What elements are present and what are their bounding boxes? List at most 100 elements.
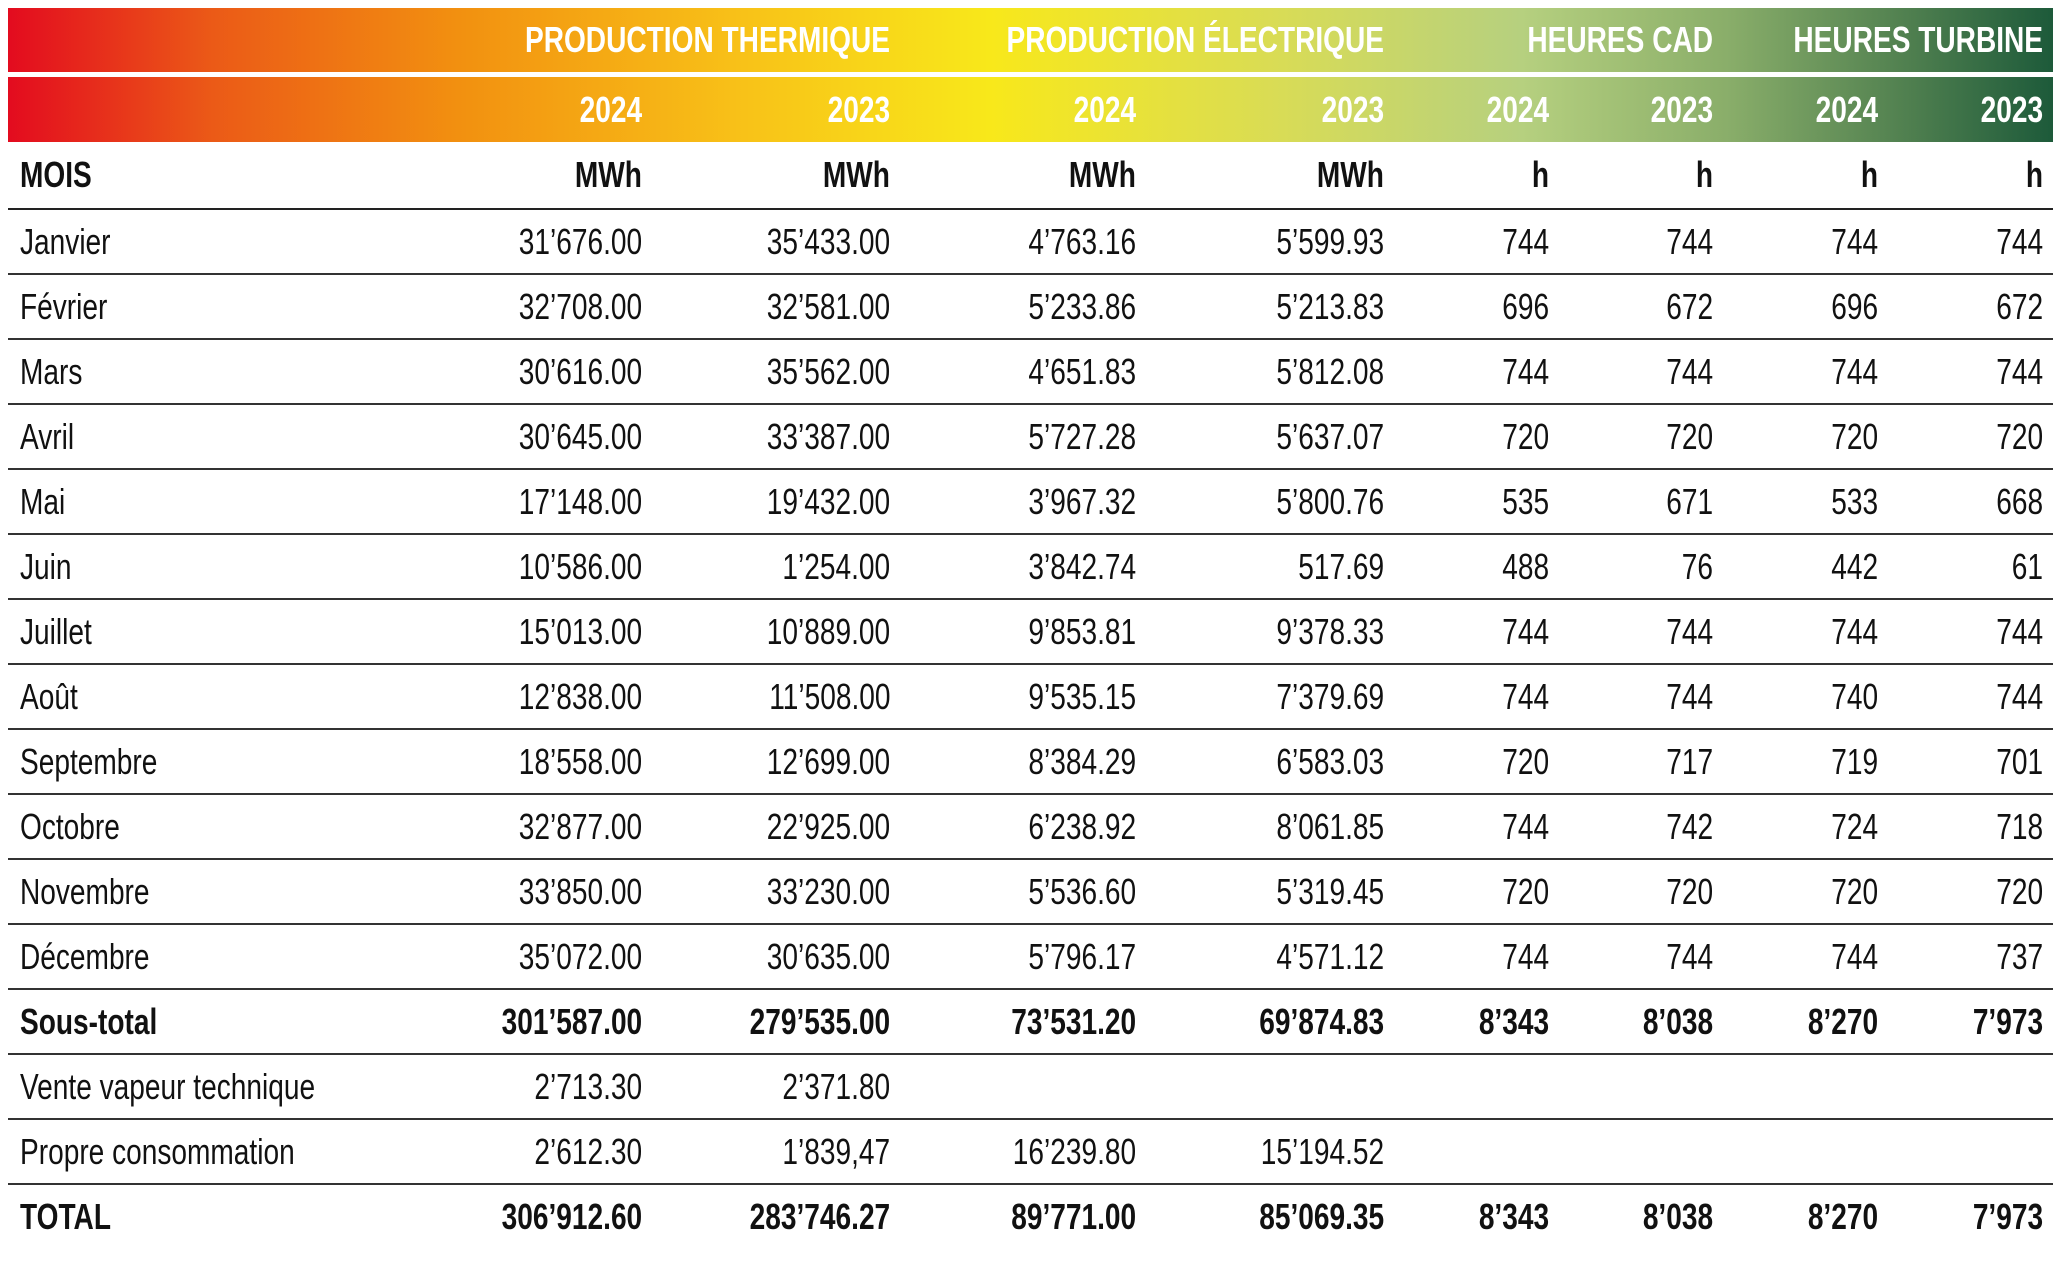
- value-cell: 720: [1878, 405, 2043, 468]
- cell-value: 8’270: [1807, 1000, 1878, 1042]
- unit-header-cell: h: [1713, 142, 1878, 208]
- cell-value: 744: [1996, 350, 2043, 392]
- value-cell: 19’432.00: [642, 470, 890, 533]
- year-header-cell: 2024: [890, 77, 1136, 142]
- value-cell: [1136, 1055, 1384, 1118]
- row-label: Vente vapeur technique: [20, 1065, 316, 1107]
- value-cell: 671: [1549, 470, 1713, 533]
- value-cell: 744: [1878, 340, 2043, 403]
- cell-value: 30’635.00: [766, 935, 890, 977]
- cell-value: 8’343: [1478, 1195, 1549, 1237]
- value-cell: 1’839,47: [642, 1120, 890, 1183]
- unit-label: h: [1531, 154, 1549, 195]
- cell-value: 740: [1831, 675, 1878, 717]
- cell-value: 720: [1996, 870, 2043, 912]
- group-header-label: PRODUCTION THERMIQUE: [524, 19, 890, 60]
- row-label: Octobre: [20, 805, 120, 847]
- cell-value: 3’967.32: [1028, 480, 1136, 522]
- value-cell: 33’387.00: [642, 405, 890, 468]
- year-header-cell: 2024: [1713, 77, 1878, 142]
- value-cell: 5’536.60: [890, 860, 1136, 923]
- value-cell: 35’072.00: [420, 925, 642, 988]
- value-cell: 744: [1549, 665, 1713, 728]
- value-cell: 724: [1713, 795, 1878, 858]
- cell-value: 744: [1996, 220, 2043, 262]
- cell-value: 15’194.52: [1260, 1130, 1384, 1172]
- unit-label: MWh: [574, 154, 642, 195]
- cell-value: 744: [1502, 610, 1549, 652]
- cell-value: 535: [1502, 480, 1549, 522]
- year-header-cell: 2024: [1384, 77, 1549, 142]
- value-cell: 720: [1713, 405, 1878, 468]
- value-cell: 306’912.60: [420, 1185, 642, 1248]
- value-cell: 3’967.32: [890, 470, 1136, 533]
- cell-value: 744: [1666, 935, 1713, 977]
- value-cell: 696: [1713, 275, 1878, 338]
- cell-value: 15’013.00: [518, 610, 642, 652]
- table-row: Février 32’708.00 32’581.00 5’233.86 5’213.8…: [8, 275, 2053, 340]
- cell-value: 35’072.00: [518, 935, 642, 977]
- cell-value: 5’536.60: [1028, 870, 1136, 912]
- value-cell: [1384, 1055, 1549, 1118]
- value-cell: 744: [1549, 600, 1713, 663]
- value-cell: 4’571.12: [1136, 925, 1384, 988]
- row-label: Novembre: [20, 870, 150, 912]
- cell-value: 720: [1502, 740, 1549, 782]
- cell-value: 30’645.00: [518, 415, 642, 457]
- cell-value: 11’508.00: [768, 675, 890, 717]
- cell-value: 301’587.00: [501, 1000, 642, 1042]
- value-cell: [1384, 1120, 1549, 1183]
- cell-value: 696: [1502, 285, 1549, 327]
- units-header-row: MOIS MWh MWh MWh MWh h h h h: [8, 142, 2053, 210]
- value-cell: 18’558.00: [420, 730, 642, 793]
- value-cell: 672: [1878, 275, 2043, 338]
- table-row: Novembre 33’850.00 33’230.00 5’536.60 5’319.…: [8, 860, 2053, 925]
- value-cell: 32’708.00: [420, 275, 642, 338]
- value-cell: 12’699.00: [642, 730, 890, 793]
- cell-value: 719: [1831, 740, 1878, 782]
- value-cell: 720: [1384, 860, 1549, 923]
- year-header-cell: 2023: [1549, 77, 1713, 142]
- cell-value: 76: [1681, 545, 1713, 587]
- value-cell: 737: [1878, 925, 2043, 988]
- unit-header-cell: h: [1878, 142, 2043, 208]
- cell-value: 744: [1666, 675, 1713, 717]
- year-label: 2023: [1321, 88, 1384, 130]
- cell-value: 744: [1502, 935, 1549, 977]
- cell-value: 442: [1831, 545, 1878, 587]
- cell-value: 5’796.17: [1028, 935, 1136, 977]
- value-cell: 720: [1549, 405, 1713, 468]
- value-cell: [1549, 1120, 1713, 1183]
- cell-value: 283’746.27: [749, 1195, 890, 1237]
- production-table: PRODUCTION THERMIQUE PRODUCTION ÉLECTRIQ…: [8, 8, 2053, 1248]
- value-cell: 720: [1384, 730, 1549, 793]
- value-cell: 8’343: [1384, 1185, 1549, 1248]
- value-cell: 720: [1384, 405, 1549, 468]
- cell-value: 5’800.76: [1276, 480, 1384, 522]
- row-label: Décembre: [20, 935, 150, 977]
- value-cell: 8’038: [1549, 1185, 1713, 1248]
- row-label: Septembre: [20, 740, 158, 782]
- row-label: Février: [20, 285, 108, 327]
- value-cell: [1713, 1120, 1878, 1183]
- cell-value: 5’599.93: [1276, 220, 1384, 262]
- value-cell: 696: [1384, 275, 1549, 338]
- value-cell: 1’254.00: [642, 535, 890, 598]
- value-cell: 533: [1713, 470, 1878, 533]
- value-cell: 2’612.30: [420, 1120, 642, 1183]
- value-cell: 73’531.20: [890, 990, 1136, 1053]
- unit-label: h: [1695, 154, 1713, 195]
- cell-value: 701: [1996, 740, 2043, 782]
- value-cell: 7’973: [1878, 1185, 2043, 1248]
- cell-value: 35’562.00: [766, 350, 890, 392]
- value-cell: 76: [1549, 535, 1713, 598]
- cell-value: 720: [1502, 870, 1549, 912]
- row-label-cell: TOTAL: [8, 1185, 420, 1248]
- cell-value: 12’699.00: [766, 740, 890, 782]
- value-cell: 5’796.17: [890, 925, 1136, 988]
- row-label: TOTAL: [20, 1195, 111, 1237]
- table-row: TOTAL 306’912.60 283’746.27 89’771.00 85’069…: [8, 1185, 2053, 1248]
- row-label-cell: Juillet: [8, 600, 420, 663]
- month-column-header: MOIS: [8, 142, 420, 208]
- cell-value: 89’771.00: [1011, 1195, 1136, 1237]
